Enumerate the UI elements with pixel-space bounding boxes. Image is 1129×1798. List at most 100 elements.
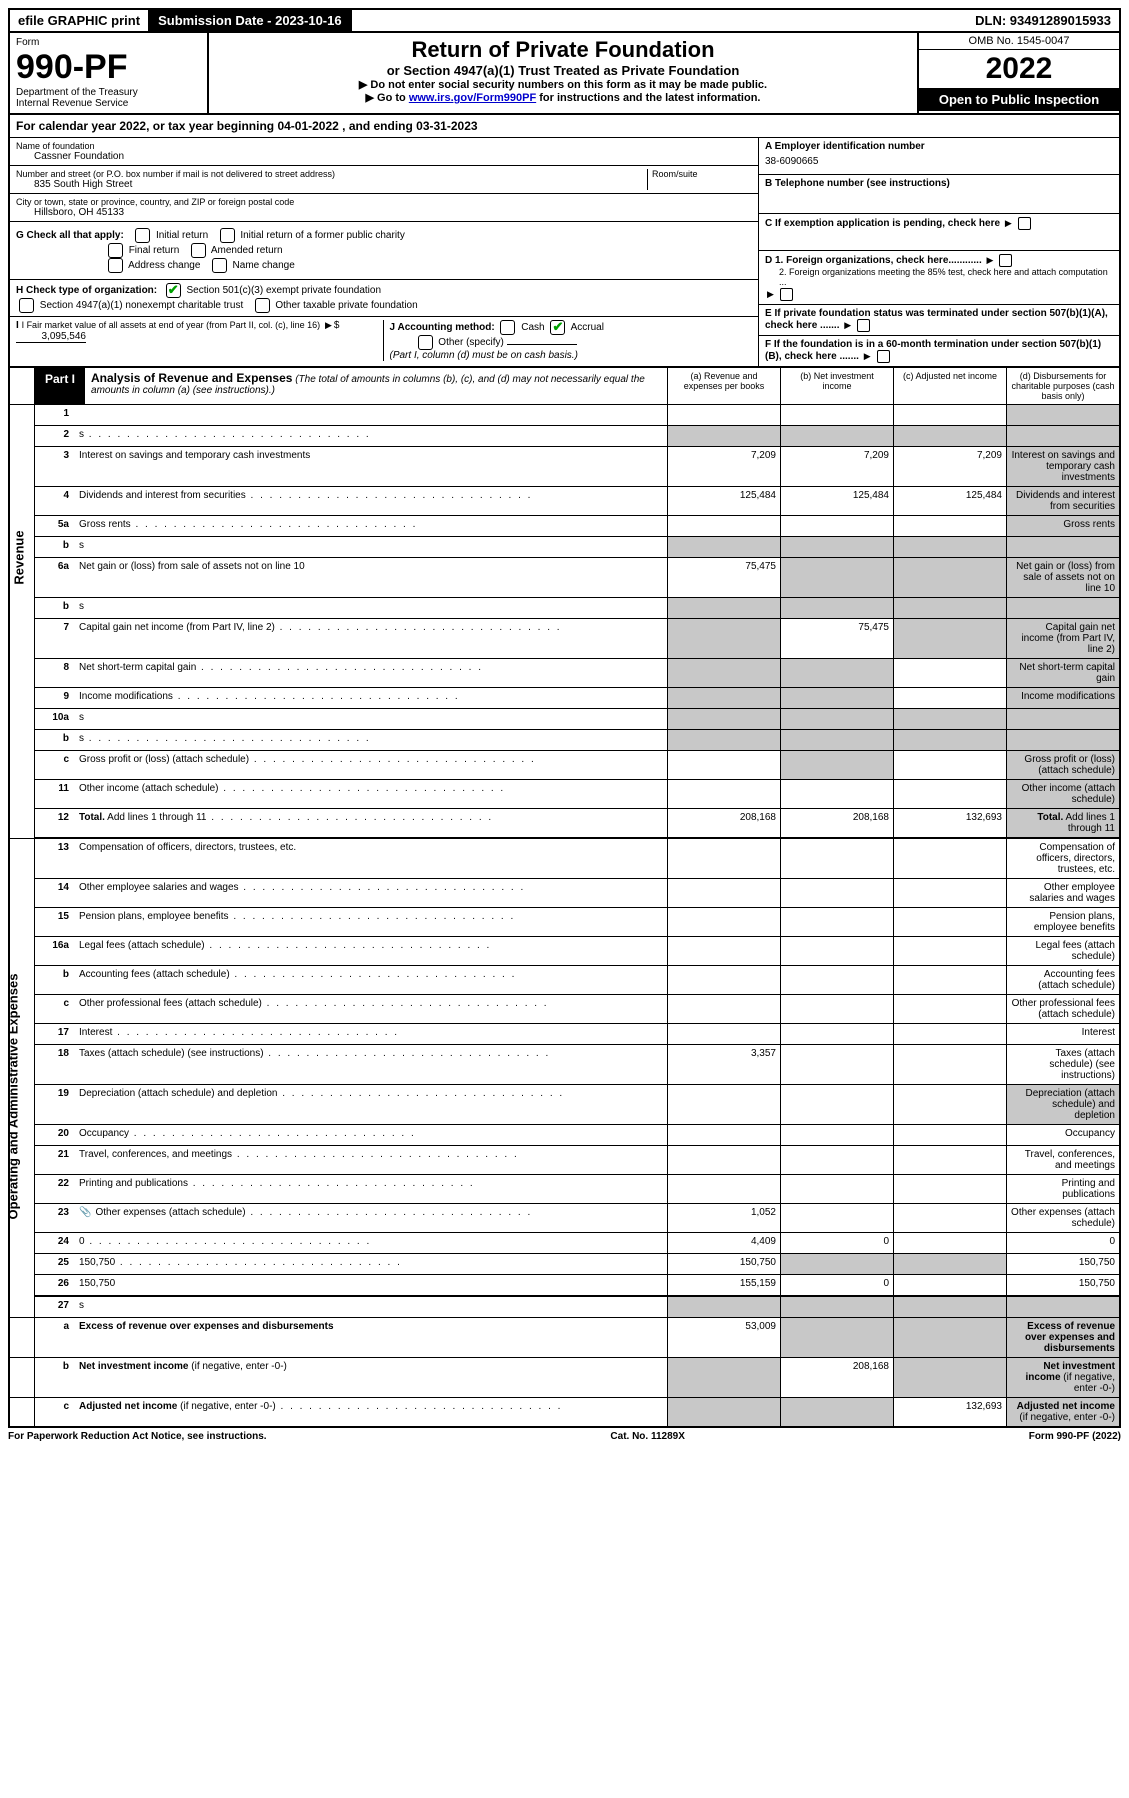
- col-d: Accounting fees (attach schedule): [1006, 966, 1119, 994]
- form-link[interactable]: www.irs.gov/Form990PF: [409, 92, 536, 104]
- h-label: H Check type of organization:: [16, 285, 157, 296]
- header-center: Return of Private Foundation or Section …: [209, 33, 917, 113]
- line-num: 9: [35, 688, 75, 708]
- col-c-head: (c) Adjusted net income: [893, 368, 1006, 404]
- col-c: [893, 1125, 1006, 1145]
- g-opt-3: Amended return: [211, 245, 283, 256]
- name-label: Name of foundation: [16, 141, 752, 151]
- col-d: Legal fees (attach schedule): [1006, 937, 1119, 965]
- col-c: [893, 1318, 1006, 1357]
- info-left: Name of foundation Cassner Foundation Nu…: [10, 138, 758, 366]
- name-cell: Name of foundation Cassner Foundation: [10, 138, 758, 166]
- col-c: [893, 1024, 1006, 1044]
- footer-left: For Paperwork Reduction Act Notice, see …: [8, 1431, 267, 1442]
- col-b: [780, 516, 893, 536]
- side-spacer: [10, 368, 35, 404]
- initial-former-checkbox[interactable]: [220, 228, 235, 243]
- d1-checkbox[interactable]: [999, 254, 1012, 267]
- col-d: Adjusted net income (if negative, enter …: [1006, 1398, 1119, 1426]
- cash-label: Cash: [521, 322, 544, 333]
- line-11: 11Other income (attach schedule)Other in…: [35, 780, 1119, 809]
- accrual-checkbox[interactable]: [550, 320, 565, 335]
- d2-label: 2. Foreign organizations meeting the 85%…: [765, 267, 1113, 287]
- 501c3-checkbox[interactable]: [166, 283, 181, 298]
- final-return-checkbox[interactable]: [108, 243, 123, 258]
- col-d-head: (d) Disbursements for charitable purpose…: [1006, 368, 1119, 404]
- amended-return-checkbox[interactable]: [191, 243, 206, 258]
- e-checkbox[interactable]: [857, 319, 870, 332]
- col-b: [780, 1254, 893, 1274]
- col-d: Excess of revenue over expenses and disb…: [1006, 1318, 1119, 1357]
- 4947-checkbox[interactable]: [19, 298, 34, 313]
- line-desc: Capital gain net income (from Part IV, l…: [75, 619, 667, 658]
- line-3: 3Interest on savings and temporary cash …: [35, 447, 1119, 487]
- line-23: 23📎Other expenses (attach schedule)1,052…: [35, 1204, 1119, 1233]
- col-c: [893, 1045, 1006, 1084]
- col-d: Occupancy: [1006, 1125, 1119, 1145]
- other-method-checkbox[interactable]: [418, 335, 433, 350]
- title-sub: or Section 4947(a)(1) Trust Treated as P…: [213, 63, 913, 78]
- line-num: a: [35, 1318, 75, 1357]
- f-checkbox[interactable]: [877, 350, 890, 363]
- other-taxable-checkbox[interactable]: [255, 298, 270, 313]
- d2-checkbox[interactable]: [780, 288, 793, 301]
- e-cell: E If private foundation status was termi…: [759, 305, 1119, 336]
- city-value: Hillsboro, OH 45133: [16, 207, 752, 218]
- col-b: [780, 839, 893, 878]
- col-c: [893, 537, 1006, 557]
- line-desc: Other income (attach schedule): [75, 780, 667, 808]
- ein-value: 38-6090665: [765, 152, 1113, 171]
- line-desc: Other employee salaries and wages: [75, 879, 667, 907]
- accrual-label: Accrual: [571, 322, 604, 333]
- main-table: Revenue 12s3Interest on savings and temp…: [8, 405, 1121, 1428]
- col-a: [667, 1085, 780, 1124]
- col-a: 155,159: [667, 1275, 780, 1295]
- col-b: [780, 730, 893, 750]
- col-a: 1,052: [667, 1204, 780, 1232]
- ein-label: A Employer identification number: [765, 141, 1113, 152]
- col-b: [780, 405, 893, 425]
- col-a: [667, 1146, 780, 1174]
- col-c: [893, 1254, 1006, 1274]
- ein-cell: A Employer identification number 38-6090…: [759, 138, 1119, 175]
- col-b: [780, 1398, 893, 1426]
- col-b: [780, 1085, 893, 1124]
- line-num: b: [35, 1358, 75, 1397]
- line-6a: 6aNet gain or (loss) from sale of assets…: [35, 558, 1119, 598]
- col-d: Printing and publications: [1006, 1175, 1119, 1203]
- line-num: 7: [35, 619, 75, 658]
- initial-return-checkbox[interactable]: [135, 228, 150, 243]
- h-opt-2: Section 4947(a)(1) nonexempt charitable …: [40, 300, 243, 311]
- col-c: [893, 426, 1006, 446]
- line-desc: s: [75, 426, 667, 446]
- line-2: 2s: [35, 426, 1119, 447]
- line-c: cOther professional fees (attach schedul…: [35, 995, 1119, 1024]
- col-a: [667, 1024, 780, 1044]
- line-desc: [75, 405, 667, 425]
- expenses-text: Operating and Administrative Expenses: [5, 974, 20, 1220]
- line-desc: Net investment income (if negative, ente…: [75, 1358, 667, 1397]
- line-num: 4: [35, 487, 75, 515]
- open-public: Open to Public Inspection: [919, 88, 1119, 111]
- line-num: b: [35, 598, 75, 618]
- c-checkbox[interactable]: [1018, 217, 1031, 230]
- col-d: Other expenses (attach schedule): [1006, 1204, 1119, 1232]
- line-8: 8Net short-term capital gainNet short-te…: [35, 659, 1119, 688]
- address-change-checkbox[interactable]: [108, 258, 123, 273]
- line-num: 11: [35, 780, 75, 808]
- line-desc: Interest: [75, 1024, 667, 1044]
- col-d: [1006, 709, 1119, 729]
- cash-checkbox[interactable]: [500, 320, 515, 335]
- col-d: 150,750: [1006, 1275, 1119, 1295]
- col-b: [780, 1146, 893, 1174]
- line-16a: 16aLegal fees (attach schedule)Legal fee…: [35, 937, 1119, 966]
- col-b: 0: [780, 1275, 893, 1295]
- col-a: [667, 426, 780, 446]
- line-15: 15Pension plans, employee benefitsPensio…: [35, 908, 1119, 937]
- name-change-checkbox[interactable]: [212, 258, 227, 273]
- col-c: [893, 908, 1006, 936]
- attachment-icon[interactable]: 📎: [79, 1207, 91, 1218]
- g-opt-5: Name change: [233, 260, 295, 271]
- col-c: [893, 558, 1006, 597]
- col-a: [667, 780, 780, 808]
